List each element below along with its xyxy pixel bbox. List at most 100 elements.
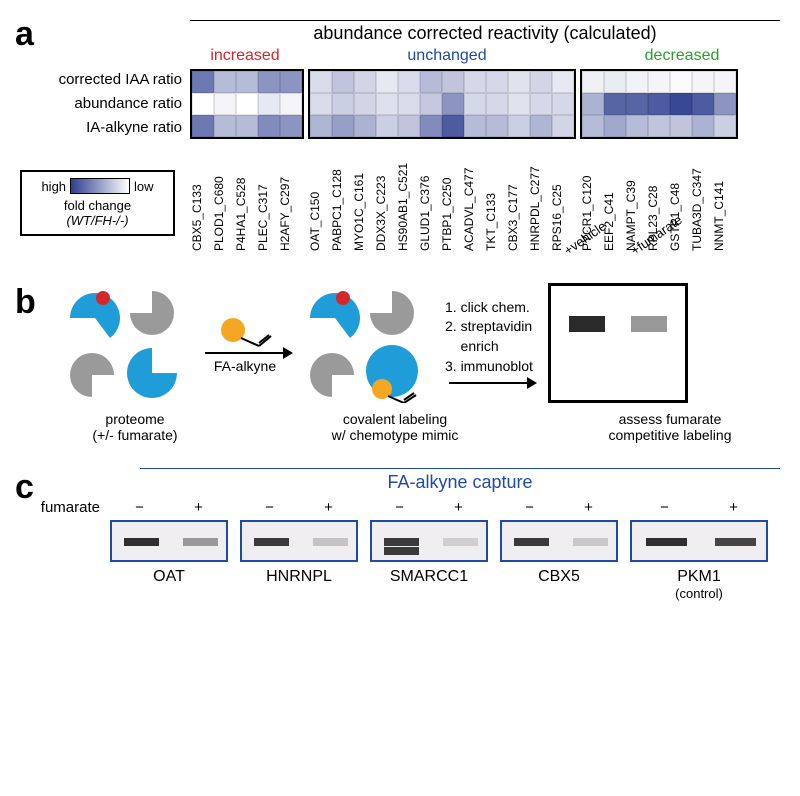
hm-cell (582, 93, 604, 115)
col-label: P4HA1_C528 (234, 143, 256, 253)
hm-cell (354, 93, 376, 115)
panel-label-b: b (15, 283, 36, 322)
hm-cell (354, 71, 376, 93)
arrow-fa: FA-alkyne (205, 312, 285, 374)
target-name: OAT (110, 568, 228, 601)
fa-alkyne-label: FA-alkyne (205, 358, 285, 374)
hm-cell (192, 93, 214, 115)
hm-col (648, 71, 670, 137)
col-label: OAT_C150 (308, 143, 330, 253)
col-label: H2AFY_C297 (278, 143, 300, 253)
cat-decreased: decreased (594, 47, 770, 65)
prot-svg-1 (60, 283, 190, 403)
row-label-0: corrected IAA ratio (20, 69, 182, 91)
hm-cell (530, 71, 552, 93)
hm-cell (420, 115, 442, 137)
hm-col (376, 71, 398, 137)
legend-caption: fold change (WT/FH-/-) (28, 198, 167, 228)
prot-svg-2 (300, 283, 430, 403)
hm-cell (714, 115, 736, 137)
legend-low: low (134, 179, 154, 194)
panel-a-title: abundance corrected reactivity (calculat… (190, 20, 780, 44)
blot-band (573, 538, 608, 546)
arrow-line-1 (205, 352, 285, 354)
hm-cell (214, 71, 236, 93)
hm-cell (486, 115, 508, 137)
hm-cell (442, 93, 464, 115)
hm-col (670, 71, 692, 137)
hm-cell (376, 115, 398, 137)
hm-cell (258, 93, 280, 115)
mini-blot (240, 520, 358, 562)
hm-cell (310, 71, 332, 93)
hm-col (508, 71, 530, 137)
plus-sign: + (729, 499, 738, 516)
lane-sign-group: −+ (630, 499, 768, 516)
b-caption (210, 411, 320, 443)
plus-sign: + (584, 499, 593, 516)
fumarate-row: fumarate −+−+−+−+−+ (20, 499, 780, 516)
hm-cell (214, 93, 236, 115)
hm-col (486, 71, 508, 137)
minus-sign: − (525, 499, 534, 516)
panel-c: c FA-alkyne capture fumarate −+−+−+−+−+ … (20, 468, 780, 601)
hm-group (580, 69, 738, 139)
hm-cell (420, 71, 442, 93)
step-1: 1. click chem. (445, 298, 533, 318)
hm-col (552, 71, 574, 137)
target-names: OATHNRNPLSMARCC1CBX5PKM1(control) (110, 568, 780, 601)
hm-cell (552, 93, 574, 115)
hm-col (464, 71, 486, 137)
hm-cell (420, 93, 442, 115)
hm-cell (508, 93, 530, 115)
panel-label-c: c (15, 468, 34, 507)
mini-blot (630, 520, 768, 562)
hm-col (420, 71, 442, 137)
b-caption: assess fumaratecompetitive labeling (590, 411, 750, 443)
blot-box: +vehicle +fumarate (548, 283, 688, 403)
hm-cell (376, 93, 398, 115)
target-name: CBX5 (500, 568, 618, 601)
hm-col (604, 71, 626, 137)
blot-schematic: +vehicle +fumarate (548, 283, 688, 403)
hm-cell (670, 115, 692, 137)
mini-blot (370, 520, 488, 562)
mini-blots (110, 520, 780, 562)
plus-sign: + (324, 499, 333, 516)
plus-sign: + (194, 499, 203, 516)
hm-cell (530, 93, 552, 115)
column-labels: CBX5_C133PLOD1_C680P4HA1_C528PLEC_C317H2… (190, 143, 780, 253)
hm-cell (376, 71, 398, 93)
band-dark (569, 316, 605, 332)
hm-cell (604, 115, 626, 137)
step-3: 3. immunoblot (445, 357, 533, 377)
hm-cell (692, 93, 714, 115)
legend-gradient-row: high low (28, 178, 167, 194)
blot-band (384, 538, 419, 546)
panel-label-a: a (15, 15, 34, 54)
col-label: DDX3X_C223 (374, 143, 396, 253)
hm-cell (486, 93, 508, 115)
col-label: CBX3_C177 (506, 143, 528, 253)
heatmap-wrap: corrected IAA ratio abundance ratio IA-a… (20, 69, 780, 139)
hm-cell (310, 93, 332, 115)
blot-band (443, 538, 478, 546)
col-label: HNRPDL_C277 (528, 143, 550, 253)
hm-col (692, 71, 714, 137)
hm-cell (692, 71, 714, 93)
hm-cell (552, 115, 574, 137)
hm-cell (648, 93, 670, 115)
col-label: TKT_C133 (484, 143, 506, 253)
hm-col (714, 71, 736, 137)
hm-cell (442, 71, 464, 93)
legend-high: high (41, 179, 66, 194)
target-name: PKM1(control) (630, 568, 768, 601)
arrow-line-2 (449, 382, 529, 384)
hm-cell (332, 71, 354, 93)
hm-cell (626, 115, 648, 137)
hm-cell (626, 93, 648, 115)
hm-col (626, 71, 648, 137)
heatmap (190, 69, 738, 139)
target-name: SMARCC1 (370, 568, 488, 601)
hm-cell (280, 93, 302, 115)
